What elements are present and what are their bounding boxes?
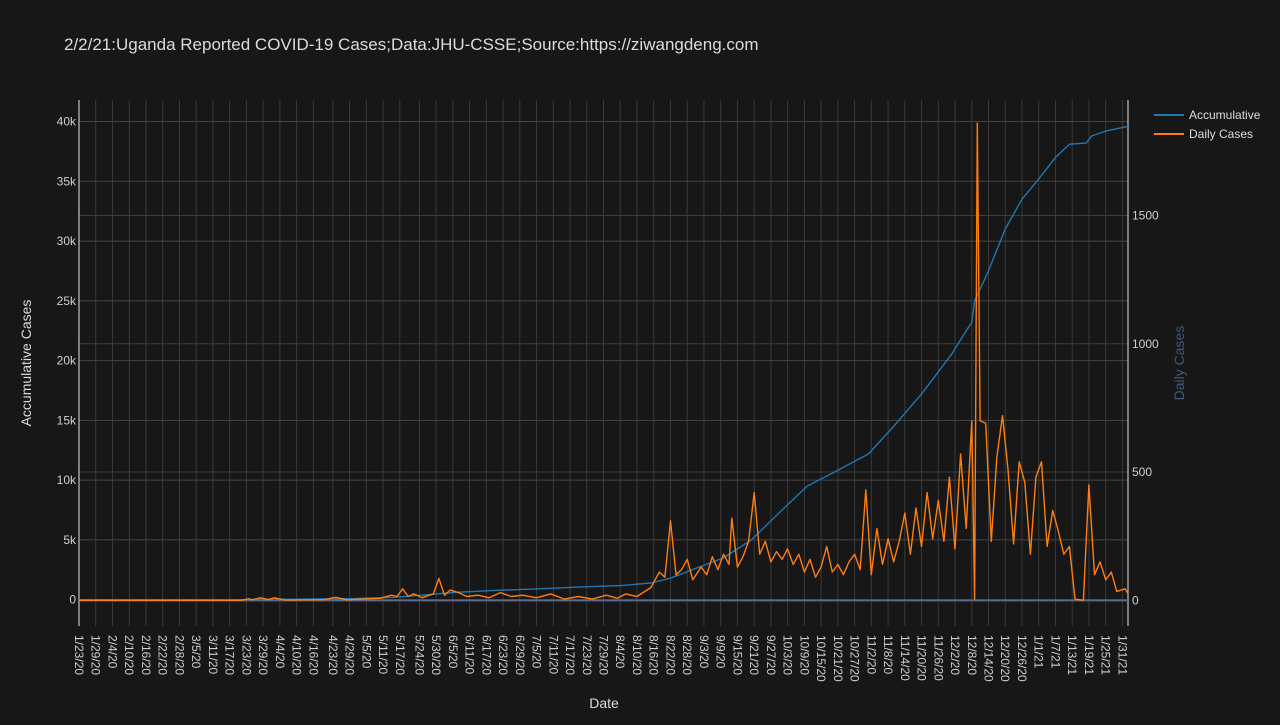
x-tick-label: 1/19/21	[1082, 635, 1096, 675]
y-right-tick-label: 500	[1132, 465, 1152, 479]
x-tick-label: 3/5/20	[189, 635, 203, 669]
x-tick-label: 4/4/20	[273, 635, 287, 669]
x-tick-label: 6/5/20	[446, 635, 460, 669]
x-tick-label: 5/11/20	[376, 635, 390, 674]
x-tick-label: 4/10/20	[290, 635, 304, 675]
y-left-tick-label: 35k	[57, 174, 77, 188]
x-tick-label: 6/17/20	[479, 635, 493, 675]
x-tick-label: 8/10/20	[630, 635, 644, 675]
series-line-daily-cases	[79, 122, 1129, 601]
x-tick-label: 10/9/20	[797, 635, 811, 675]
x-tick-label: 9/27/20	[764, 635, 778, 675]
legend-item-daily-cases[interactable]: Daily Cases	[1154, 127, 1253, 141]
x-tick-label: 3/11/20	[206, 635, 220, 674]
x-tick-label: 5/24/20	[412, 635, 426, 675]
y-right-tick-label: 1000	[1132, 337, 1159, 351]
chart-title: 2/2/21:Uganda Reported COVID-19 Cases;Da…	[64, 35, 759, 54]
x-tick-label: 1/7/21	[1048, 635, 1062, 669]
legend[interactable]: Accumulative Daily Cases	[1154, 108, 1261, 141]
y-left-tick-label: 20k	[57, 354, 77, 368]
x-tick-label: 10/3/20	[781, 635, 795, 675]
x-tick-label: 5/30/20	[429, 635, 443, 675]
x-tick-label: 3/29/20	[256, 635, 270, 675]
x-tick-label: 5/5/20	[359, 635, 373, 669]
y-left-tick-label: 0	[69, 593, 76, 607]
x-tick-label: 4/16/20	[306, 635, 320, 675]
y-left-tick-label: 25k	[57, 294, 77, 308]
x-tick-label: 8/28/20	[680, 635, 694, 675]
x-tick-label: 8/4/20	[613, 635, 627, 669]
y-left-tick-label: 10k	[57, 473, 77, 487]
x-tick-label: 9/9/20	[714, 635, 728, 669]
x-tick-label: 10/27/20	[848, 635, 862, 682]
series-layer	[79, 122, 1129, 601]
x-tick-label: 7/11/20	[546, 635, 560, 674]
x-tick-label: 2/22/20	[156, 635, 170, 675]
x-tick-label: 5/17/20	[393, 635, 407, 675]
x-tick-label: 1/31/21	[1115, 635, 1129, 675]
x-tick-label: 12/20/20	[998, 635, 1012, 682]
x-tick-label: 1/25/21	[1099, 635, 1113, 675]
x-tick-label: 3/23/20	[239, 635, 253, 675]
x-tick-label: 6/29/20	[513, 635, 527, 675]
x-tick-label: 11/20/20	[915, 635, 929, 681]
legend-item-accumulative[interactable]: Accumulative	[1154, 108, 1261, 122]
x-tick-label: 2/10/20	[122, 635, 136, 675]
x-tick-label: 2/16/20	[139, 635, 153, 675]
x-tick-label: 6/11/20	[463, 635, 477, 674]
y-right-tick-label: 1500	[1132, 208, 1159, 222]
x-tick-label: 8/16/20	[647, 635, 661, 675]
x-tick-label: 7/23/20	[580, 635, 594, 675]
y-right-axis-title: Daily Cases	[1171, 326, 1187, 401]
x-tick-label: 3/17/20	[223, 635, 237, 675]
x-axis-title: Date	[589, 695, 619, 711]
x-tick-label: 1/23/20	[72, 635, 86, 675]
y-right-tick-label: 0	[1132, 593, 1139, 607]
ticks-layer: 1/23/20 1/29/20 2/4/20 2/10/20 2/16/20 2/22/2…	[57, 115, 1159, 683]
y-left-tick-label: 15k	[57, 413, 77, 427]
x-tick-label: 4/29/20	[343, 635, 357, 675]
x-tick-label: 11/14/20	[898, 635, 912, 681]
x-tick-label: 1/29/20	[89, 635, 103, 675]
x-tick-label: 2/28/20	[172, 635, 186, 675]
y-left-tick-label: 5k	[63, 533, 77, 547]
x-tick-label: 4/23/20	[326, 635, 340, 675]
legend-label-accumulative: Accumulative	[1189, 108, 1261, 122]
y-left-tick-label: 30k	[57, 234, 77, 248]
x-tick-label: 7/17/20	[563, 635, 577, 675]
x-tick-label: 11/8/20	[881, 635, 895, 674]
x-tick-label: 10/15/20	[814, 635, 828, 682]
x-tick-label: 1/1/21	[1032, 635, 1046, 669]
x-tick-label: 2/4/20	[105, 635, 119, 669]
x-tick-label: 11/2/20	[864, 635, 878, 674]
x-tick-label: 12/14/20	[982, 635, 996, 682]
x-tick-label: 8/22/20	[663, 635, 677, 675]
axes-layer	[78, 100, 1129, 626]
x-tick-label: 12/8/20	[965, 635, 979, 675]
x-tick-label: 12/2/20	[948, 635, 962, 675]
x-tick-label: 11/26/20	[931, 635, 945, 681]
x-tick-label: 9/15/20	[730, 635, 744, 675]
x-tick-label: 6/23/20	[496, 635, 510, 675]
x-tick-label: 7/5/20	[530, 635, 544, 669]
x-tick-label: 1/13/21	[1065, 635, 1079, 675]
x-tick-label: 7/29/20	[597, 635, 611, 675]
legend-label-daily-cases: Daily Cases	[1189, 127, 1253, 141]
x-tick-label: 10/21/20	[831, 635, 845, 682]
y-left-axis-title: Accumulative Cases	[18, 300, 34, 427]
grid-layer	[78, 100, 1128, 626]
x-tick-label: 9/21/20	[747, 635, 761, 675]
y-left-tick-label: 40k	[57, 115, 77, 129]
x-tick-label: 12/26/20	[1015, 635, 1029, 682]
x-tick-label: 9/3/20	[697, 635, 711, 669]
